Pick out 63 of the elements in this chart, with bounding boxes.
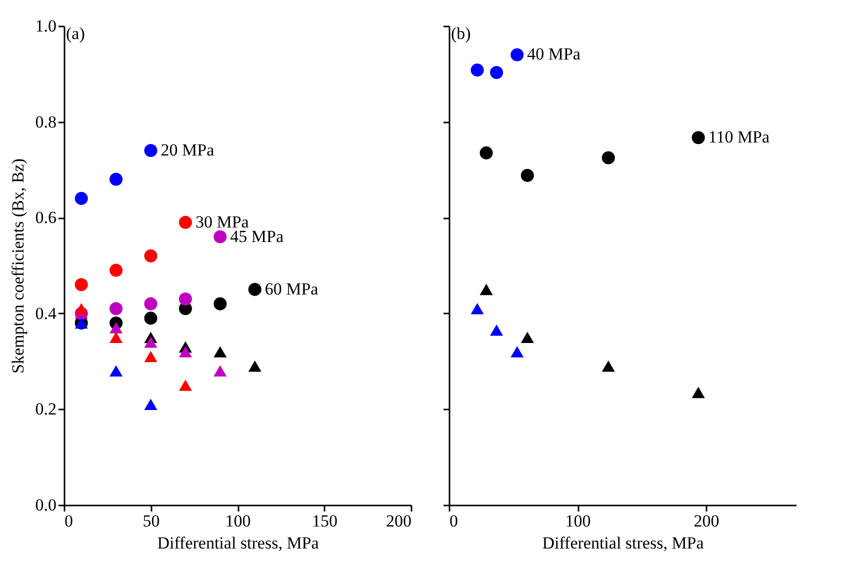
point: [602, 360, 615, 372]
point: [110, 322, 123, 334]
y-tick-label: 0.2: [35, 400, 56, 419]
point: [602, 151, 615, 164]
point: [178, 216, 192, 229]
point: [490, 66, 504, 79]
y-tick-label: 0.0: [35, 496, 56, 514]
point: [520, 168, 534, 182]
point: [74, 278, 88, 292]
point: [490, 324, 504, 336]
point: [178, 292, 192, 306]
point: [178, 346, 192, 358]
y-tick-label: 0.8: [35, 112, 56, 132]
annotation: 20 MPa: [160, 140, 215, 160]
point: [110, 365, 123, 377]
point: [144, 398, 158, 410]
y-tick-label: 1.0: [35, 16, 56, 36]
point: [692, 386, 705, 398]
x-tick-label: 150: [312, 512, 338, 530]
point: [144, 144, 158, 158]
annotation: 40 MPa: [527, 44, 581, 64]
point: [74, 192, 88, 205]
point: [110, 302, 123, 316]
annotation: (b): [451, 24, 471, 43]
point: [248, 282, 262, 296]
annotation: 110 MPa: [708, 128, 770, 147]
point: [520, 332, 534, 343]
x-tick-label: 100: [225, 512, 251, 530]
point: [214, 346, 227, 358]
y-axis-title: Skempton coefficients (Bx, Bz): [8, 158, 28, 374]
point: [144, 297, 158, 310]
point: [480, 146, 493, 160]
point: [480, 284, 493, 296]
point: [214, 230, 227, 244]
point: [144, 312, 158, 325]
x-tick-label: 200: [386, 512, 412, 530]
point: [214, 297, 227, 310]
point: [214, 365, 227, 377]
point: [110, 172, 123, 186]
point: [144, 350, 158, 362]
point: [178, 380, 192, 391]
x-tick-label: 50: [142, 512, 160, 530]
annotation: (a): [66, 24, 85, 43]
x-tick-label: 100: [565, 512, 591, 530]
y-tick-label: 0.4: [35, 304, 57, 323]
x-axis-title: Differential stress, MPa: [542, 534, 704, 552]
x-axis-title: Differential stress, MPa: [157, 534, 320, 552]
point: [144, 249, 158, 262]
x-tick-label: 0: [64, 512, 73, 530]
x-tick-label: 0: [450, 512, 458, 530]
point: [470, 302, 484, 314]
point: [470, 64, 484, 77]
point: [110, 332, 123, 343]
point: [110, 264, 123, 277]
point: [510, 346, 524, 358]
x-tick-label: 200: [694, 512, 720, 530]
point: [510, 48, 524, 62]
point: [692, 131, 705, 144]
point: [144, 336, 158, 348]
point: [248, 360, 262, 372]
y-tick-label: 0.6: [35, 208, 56, 228]
point: [74, 302, 88, 314]
annotation: 60 MPa: [264, 279, 319, 298]
